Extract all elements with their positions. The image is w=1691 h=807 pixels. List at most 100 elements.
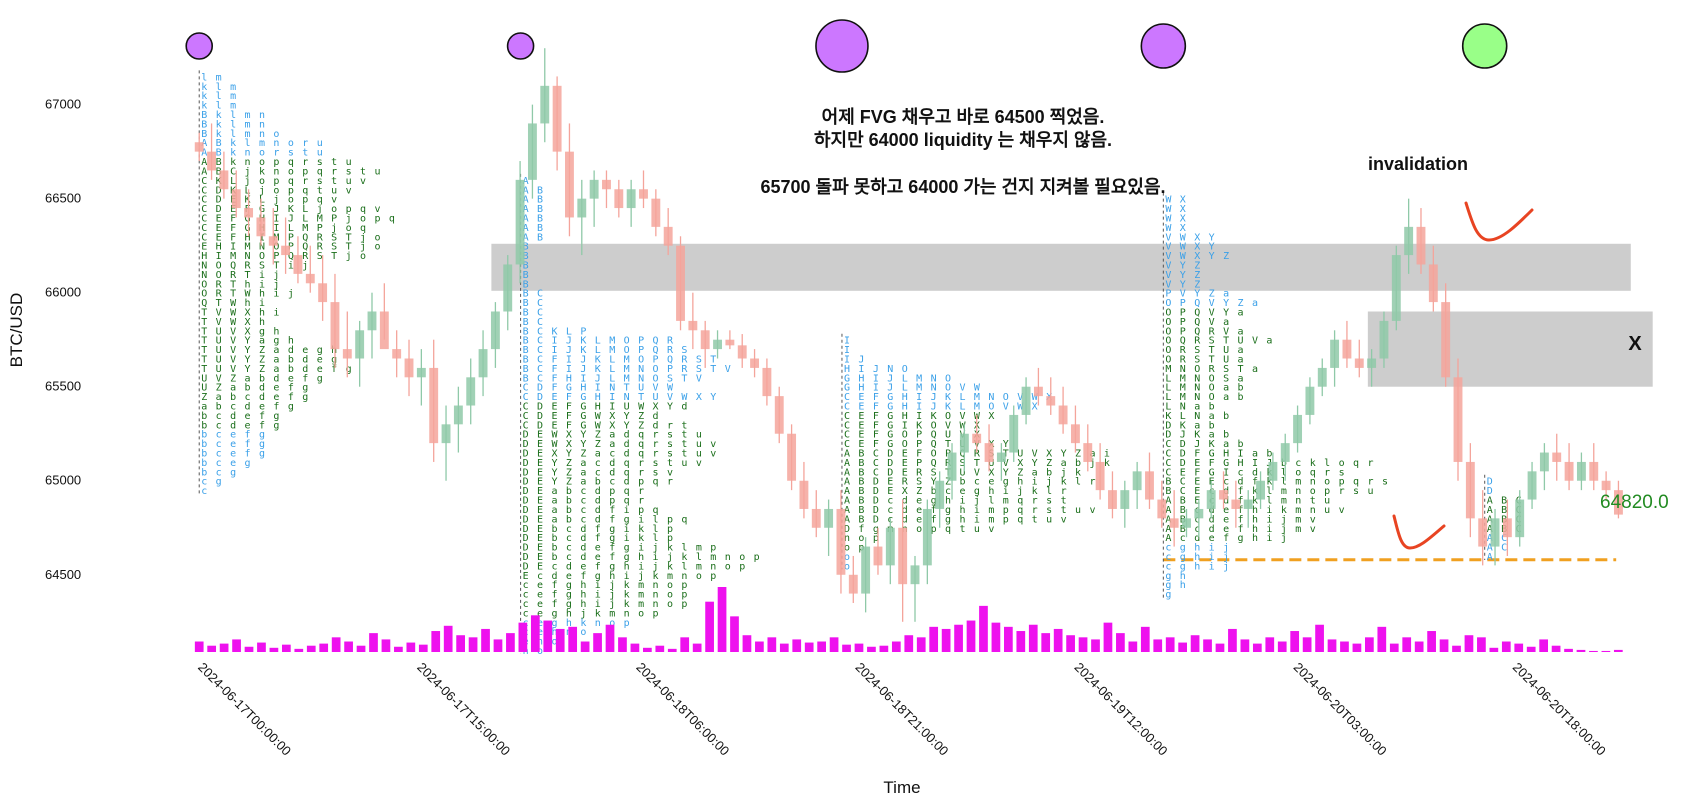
tpo-row: b c d e f g [201,420,280,431]
volume-bar [506,633,515,652]
volume-bar [1190,635,1200,652]
tpo-row: D E a b c d p q r [523,486,646,497]
candle-body [1515,499,1525,538]
tpo-row: V Y Z [1165,279,1201,290]
volume-bar [394,646,403,652]
tpo-row: C D J K a b [1165,439,1244,450]
fvg-zone [491,243,1631,291]
candle-body [663,226,673,246]
candle-body [700,330,710,350]
tpo-row: B k l m n o [201,129,280,140]
tpo-row: H I J N O [844,364,909,375]
candle-body [1120,490,1130,509]
volume-bar [1414,641,1424,652]
candle-body [1194,508,1204,519]
tpo-row: D E W X Y Z a d q r s t u [523,430,704,441]
candle-body [478,349,488,378]
candle-body [1564,461,1574,481]
volume-bar [1526,646,1536,652]
tpo-profiles: l mk l mk l mk l mB k l m nB k l m nB k … [198,70,1522,657]
volume-bar [1091,639,1100,652]
tpo-row: c [201,486,208,497]
candle-body [898,527,908,585]
volume-bar [1327,639,1337,652]
tpo-row: g [1165,590,1172,601]
tpo-row: B C [523,307,545,318]
tpo-row: D E b c d f g i k l p [523,533,675,544]
candle-body [1070,424,1080,444]
volume-bar [1589,650,1598,652]
candle-body [861,546,871,594]
candle-body [268,236,278,246]
candle-body [219,170,229,190]
profile-marker [185,32,214,60]
tpo-row: A B C D E R S T U V X Y Z a b j k [844,467,1082,478]
candle-body [1305,386,1315,415]
tpo-row: A B [523,223,545,234]
volume-bar [319,643,329,652]
candle-body [503,264,513,312]
tpo-row: W X [1165,213,1187,224]
candle-body [935,480,945,509]
tpo-row: D E b c d e f g h i j k l m n o p [523,552,761,563]
volume-bar [1402,637,1412,652]
candle-body [1354,358,1364,368]
tpo-row: A B C D E F O P Q R S T U V X Y Z a i [844,449,1111,460]
tpo-row: b c e f g [201,439,266,450]
tpo-row: D [1487,477,1494,488]
candle-body [787,433,797,481]
tpo-row: a b c d e f g [201,402,295,413]
candle-body [676,245,685,321]
candlesticks [194,48,1623,622]
volume-bar [493,639,503,652]
invalidation-label: invalidation [1368,154,1468,174]
tpo-row: b c g [201,467,237,478]
candle-body [1132,471,1142,491]
y-tick-label: 64500 [45,567,81,582]
tpo-row: V W X Y [1165,232,1216,243]
volume-bar [692,643,702,652]
tpo-row: N O R T i j [201,270,280,281]
tpo-row: T V W X h i [201,307,280,318]
tpo-row: I [844,345,851,356]
volume-bar [1551,645,1561,652]
candle-body [1539,452,1549,472]
tpo-row: C E F G H I J K L M O V W X [844,402,1039,413]
tpo-row: l m [201,72,223,83]
volume-bar [1464,635,1474,652]
tpo-row: A B D c d e f g h i m p q r s t u v [844,505,1097,516]
tpo-row: C E F G H I J L M P j o p q [201,213,396,224]
tpo-row: c g h i j [1165,552,1230,563]
volume-bar [842,644,851,652]
candle-body [1243,499,1253,509]
tpo-row: O P Q V a [1165,317,1230,328]
volume-bar [1140,626,1150,652]
tpo-row: W X [1165,223,1187,234]
candle-body [1589,461,1599,481]
volume-bar [543,620,553,652]
tpo-row: W X [1165,204,1187,215]
volume-bar [1315,624,1324,652]
tpo-row: E c d e f g h i j k m n o p [523,571,718,582]
volume-bar [804,642,814,652]
tpo-row: D J K a b [1165,430,1230,441]
tpo-row: O R S T U a [1165,355,1244,366]
volume-bar [1365,637,1374,652]
tpo-row: C E F G O P Q T U V X Y [844,439,1010,450]
checkmark-upper [1464,201,1534,242]
tpo-row: T U V Y Z a d e g h [201,345,338,356]
candle-body [1576,461,1586,481]
tpo-row: A B D c d e f g h i m p q t u v [844,514,1068,525]
volume-bar [1228,628,1237,652]
candle-body [1058,405,1068,425]
volume-bar [929,626,939,652]
volume-bars [194,587,1623,652]
candle-body [207,151,216,171]
tpo-row: C D E K L j o p q v [201,195,338,206]
volume-bar [954,624,963,652]
tpo-row: c e g h j k m n o p [523,608,660,619]
tpo-row: O P Q V Y a [1165,307,1244,318]
candle-body [1009,414,1019,453]
tpo-row: L M N O a b [1165,383,1244,394]
